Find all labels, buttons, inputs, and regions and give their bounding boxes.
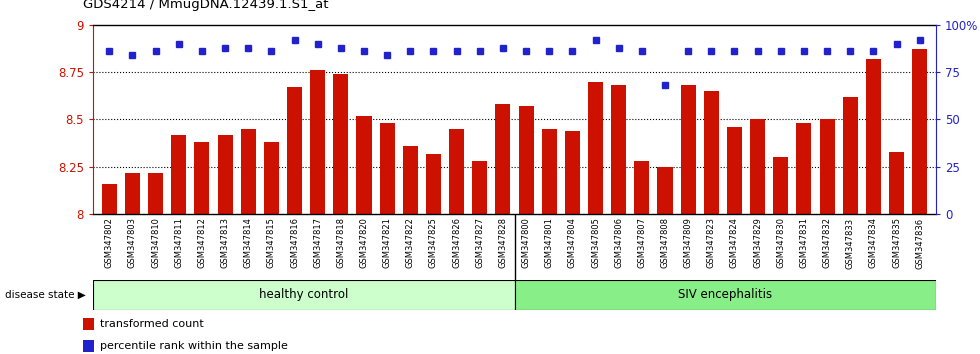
Text: GSM347834: GSM347834 (869, 217, 878, 268)
Text: GSM347829: GSM347829 (753, 217, 762, 268)
Bar (194, 142, 210, 214)
Bar (564, 131, 580, 214)
Bar (148, 172, 163, 214)
Text: GSM347809: GSM347809 (684, 217, 693, 268)
Bar (218, 135, 232, 214)
Bar (843, 97, 858, 214)
Text: GSM347836: GSM347836 (915, 217, 924, 269)
Bar (83, 339, 94, 352)
Text: GSM347803: GSM347803 (128, 217, 137, 268)
Text: GSM347833: GSM347833 (846, 217, 855, 269)
Bar (518, 106, 533, 214)
Text: GSM347818: GSM347818 (336, 217, 345, 268)
Bar (704, 91, 719, 214)
Text: disease state ▶: disease state ▶ (5, 290, 85, 300)
Text: GSM347817: GSM347817 (314, 217, 322, 268)
Text: SIV encephalitis: SIV encephalitis (678, 288, 772, 301)
Bar (727, 127, 742, 214)
Bar (542, 129, 557, 214)
Bar (819, 120, 835, 214)
Text: GSM347825: GSM347825 (429, 217, 438, 268)
Bar (333, 74, 348, 214)
Text: GSM347800: GSM347800 (521, 217, 530, 268)
Text: GSM347822: GSM347822 (406, 217, 415, 268)
Bar (472, 161, 487, 214)
Text: GSM347823: GSM347823 (707, 217, 715, 268)
Text: GSM347821: GSM347821 (382, 217, 392, 268)
Bar (588, 82, 603, 214)
Bar (889, 152, 905, 214)
Bar (773, 157, 788, 214)
Text: GSM347827: GSM347827 (475, 217, 484, 268)
Text: GSM347816: GSM347816 (290, 217, 299, 268)
Bar (449, 129, 465, 214)
Text: GSM347820: GSM347820 (360, 217, 368, 268)
Bar (124, 172, 140, 214)
Text: GSM347807: GSM347807 (637, 217, 647, 268)
Bar (681, 85, 696, 214)
Text: GSM347813: GSM347813 (220, 217, 229, 268)
Bar (612, 85, 626, 214)
Text: GSM347815: GSM347815 (267, 217, 276, 268)
Text: GSM347828: GSM347828 (499, 217, 508, 268)
Text: GSM347835: GSM347835 (892, 217, 901, 268)
Text: GSM347801: GSM347801 (545, 217, 554, 268)
Bar (426, 154, 441, 214)
Bar (310, 70, 325, 214)
Bar (496, 104, 511, 214)
Text: GSM347832: GSM347832 (822, 217, 832, 268)
Bar (514, 280, 936, 310)
Text: GSM347810: GSM347810 (151, 217, 160, 268)
Text: GSM347814: GSM347814 (244, 217, 253, 268)
Bar (658, 167, 672, 214)
Text: GSM347804: GSM347804 (567, 217, 577, 268)
Text: healthy control: healthy control (259, 288, 349, 301)
Bar (634, 161, 650, 214)
Text: GSM347806: GSM347806 (614, 217, 623, 268)
Text: GDS4214 / MmugDNA.12439.1.S1_at: GDS4214 / MmugDNA.12439.1.S1_at (83, 0, 329, 11)
Bar (241, 129, 256, 214)
Bar (866, 59, 881, 214)
Text: percentile rank within the sample: percentile rank within the sample (100, 341, 288, 350)
Text: GSM347826: GSM347826 (452, 217, 462, 268)
Text: GSM347812: GSM347812 (197, 217, 207, 268)
Bar (93, 280, 514, 310)
Text: GSM347831: GSM347831 (800, 217, 808, 268)
Bar (379, 123, 395, 214)
Text: GSM347830: GSM347830 (776, 217, 785, 268)
Bar (403, 146, 417, 214)
Text: GSM347824: GSM347824 (730, 217, 739, 268)
Text: GSM347805: GSM347805 (591, 217, 600, 268)
Text: GSM347808: GSM347808 (661, 217, 669, 268)
Bar (750, 120, 765, 214)
Bar (357, 116, 371, 214)
Text: GSM347811: GSM347811 (174, 217, 183, 268)
Bar (102, 184, 117, 214)
Text: transformed count: transformed count (100, 319, 204, 329)
Bar (287, 87, 302, 214)
Bar (83, 318, 94, 330)
Text: GSM347802: GSM347802 (105, 217, 114, 268)
Bar (797, 123, 811, 214)
Bar (912, 50, 927, 214)
Bar (264, 142, 279, 214)
Bar (172, 135, 186, 214)
